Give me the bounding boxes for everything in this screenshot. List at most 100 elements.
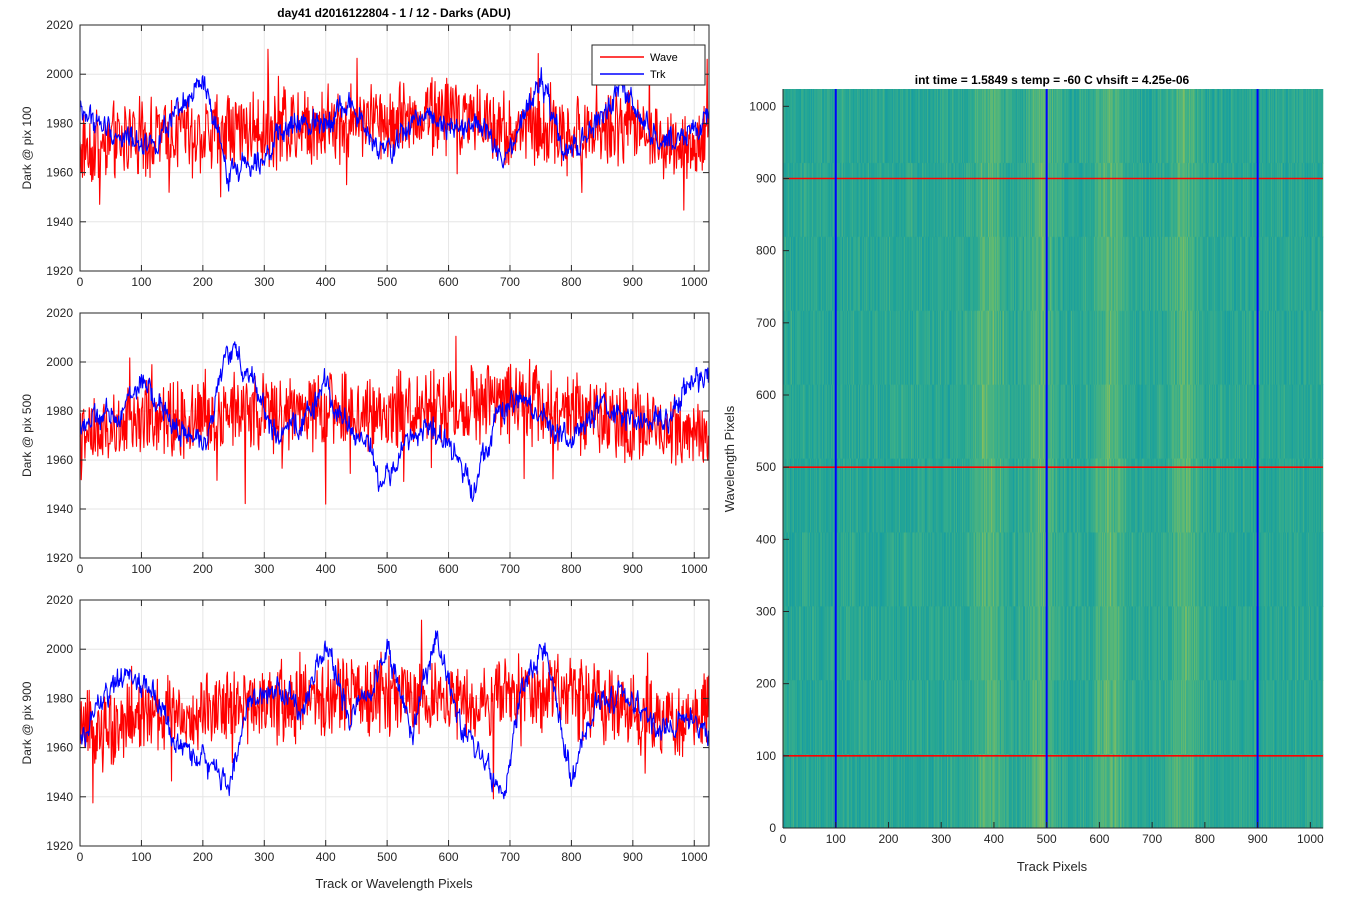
heatmap-cell <box>904 532 906 607</box>
heatmap-cell <box>891 89 893 164</box>
heatmap-cell <box>928 236 930 312</box>
heatmap-cell <box>909 236 910 312</box>
heatmap-cell <box>840 680 842 755</box>
heatmap-cell <box>1013 89 1015 164</box>
heatmap-cell <box>923 384 925 459</box>
heatmap-cell <box>1026 162 1028 238</box>
heatmap-cell <box>946 384 948 459</box>
heatmap-cell <box>816 458 818 533</box>
heatmap-cell <box>976 162 978 238</box>
heatmap-cell <box>938 532 939 607</box>
heatmap-cell <box>918 458 920 533</box>
heatmap-cell <box>786 754 787 829</box>
heatmap-cell <box>859 754 861 829</box>
heatmap-cell <box>912 384 914 459</box>
heatmap-cell <box>846 236 848 312</box>
heatmap-cell <box>965 532 967 607</box>
heatmap-cell <box>940 680 941 755</box>
heatmap-cell <box>863 162 864 238</box>
heatmap-cell <box>944 89 946 164</box>
heatmap-cell <box>858 236 860 312</box>
heatmap-cell <box>961 606 963 681</box>
heatmap-cell <box>895 310 897 386</box>
heatmap-cell <box>931 754 933 829</box>
heatmap-cell <box>894 458 896 533</box>
heatmap-cell <box>874 680 876 755</box>
heatmap-cell <box>856 680 858 755</box>
heatmap-cell <box>1021 89 1023 164</box>
heatmap-cell <box>1012 236 1014 312</box>
heatmap-cell <box>1001 680 1003 755</box>
heatmap-cell <box>843 384 844 459</box>
heatmap-cell <box>887 236 889 312</box>
heatmap-cell <box>807 162 809 238</box>
heatmap-cell <box>874 236 876 312</box>
heatmap-cell <box>1005 384 1006 459</box>
heatmap-cell <box>978 384 980 459</box>
heatmap-cell <box>946 532 948 607</box>
heatmap-cell <box>798 680 800 755</box>
heatmap-cell <box>822 532 823 607</box>
heatmap-cell <box>884 384 886 459</box>
heatmap-cell <box>998 89 1000 164</box>
heatmap-cell <box>788 606 790 681</box>
heatmap-cell <box>921 532 923 607</box>
heatmap-cell <box>803 89 805 164</box>
heatmap-cell <box>1030 310 1032 386</box>
heatmap-cell <box>858 458 860 533</box>
heatmap-cell <box>868 89 870 164</box>
heatmap-cell <box>969 384 971 459</box>
heatmap-cell <box>889 458 890 533</box>
heatmap-cell <box>984 236 986 312</box>
heatmap-cell <box>1012 532 1014 607</box>
heatmap-cell <box>864 606 866 681</box>
heatmap-cell <box>930 680 931 755</box>
heatmap-cell <box>870 162 872 238</box>
heatmap-cell <box>814 754 815 829</box>
heatmap-cell <box>908 680 910 755</box>
heatmap-cell <box>803 680 804 755</box>
heatmap-cell <box>858 162 860 238</box>
heatmap-cell <box>980 162 982 238</box>
heatmap-cell <box>1000 680 1002 755</box>
heatmap-cell <box>1023 384 1025 459</box>
heatmap-cell <box>859 532 861 607</box>
heatmap-cell <box>994 754 996 829</box>
heatmap-cell <box>897 89 899 164</box>
heatmap-cell <box>934 532 936 607</box>
heatmap-cell <box>942 606 944 681</box>
heatmap-cell <box>892 532 894 607</box>
heatmap-cell <box>1015 162 1017 238</box>
heatmap-cell <box>1019 680 1021 755</box>
heatmap-cell <box>1030 754 1032 829</box>
heatmap-cell <box>991 162 993 238</box>
heatmap-cell <box>826 458 828 533</box>
heatmap-cell <box>863 236 865 312</box>
heatmap-cell <box>942 458 944 533</box>
heatmap-cell <box>792 754 794 829</box>
heatmap-cell <box>929 680 930 755</box>
heatmap-cell <box>839 754 841 829</box>
heatmap-cell <box>815 310 817 386</box>
heatmap-cell <box>882 754 884 829</box>
heatmap-cell <box>1027 458 1029 533</box>
heatmap-cell <box>911 680 913 755</box>
heatmap-cell <box>948 458 949 533</box>
heatmap-cell <box>998 310 999 386</box>
heatmap-cell <box>858 754 860 829</box>
heatmap-cell <box>826 458 828 533</box>
heatmap-cell <box>789 384 791 459</box>
heatmap-cell <box>827 532 829 607</box>
heatmap-cell <box>881 754 883 829</box>
heatmap-cell <box>879 606 881 681</box>
heatmap-cell <box>907 606 909 681</box>
heatmap-cell <box>840 458 842 533</box>
heatmap-cell <box>997 754 998 829</box>
heatmap-cell <box>933 89 935 164</box>
heatmap-cell <box>929 89 931 164</box>
heatmap-cell <box>793 532 794 607</box>
heatmap-cell <box>818 310 820 386</box>
heatmap-cell <box>938 680 940 755</box>
heatmap-cell <box>951 606 953 681</box>
heatmap-cell <box>790 532 792 607</box>
